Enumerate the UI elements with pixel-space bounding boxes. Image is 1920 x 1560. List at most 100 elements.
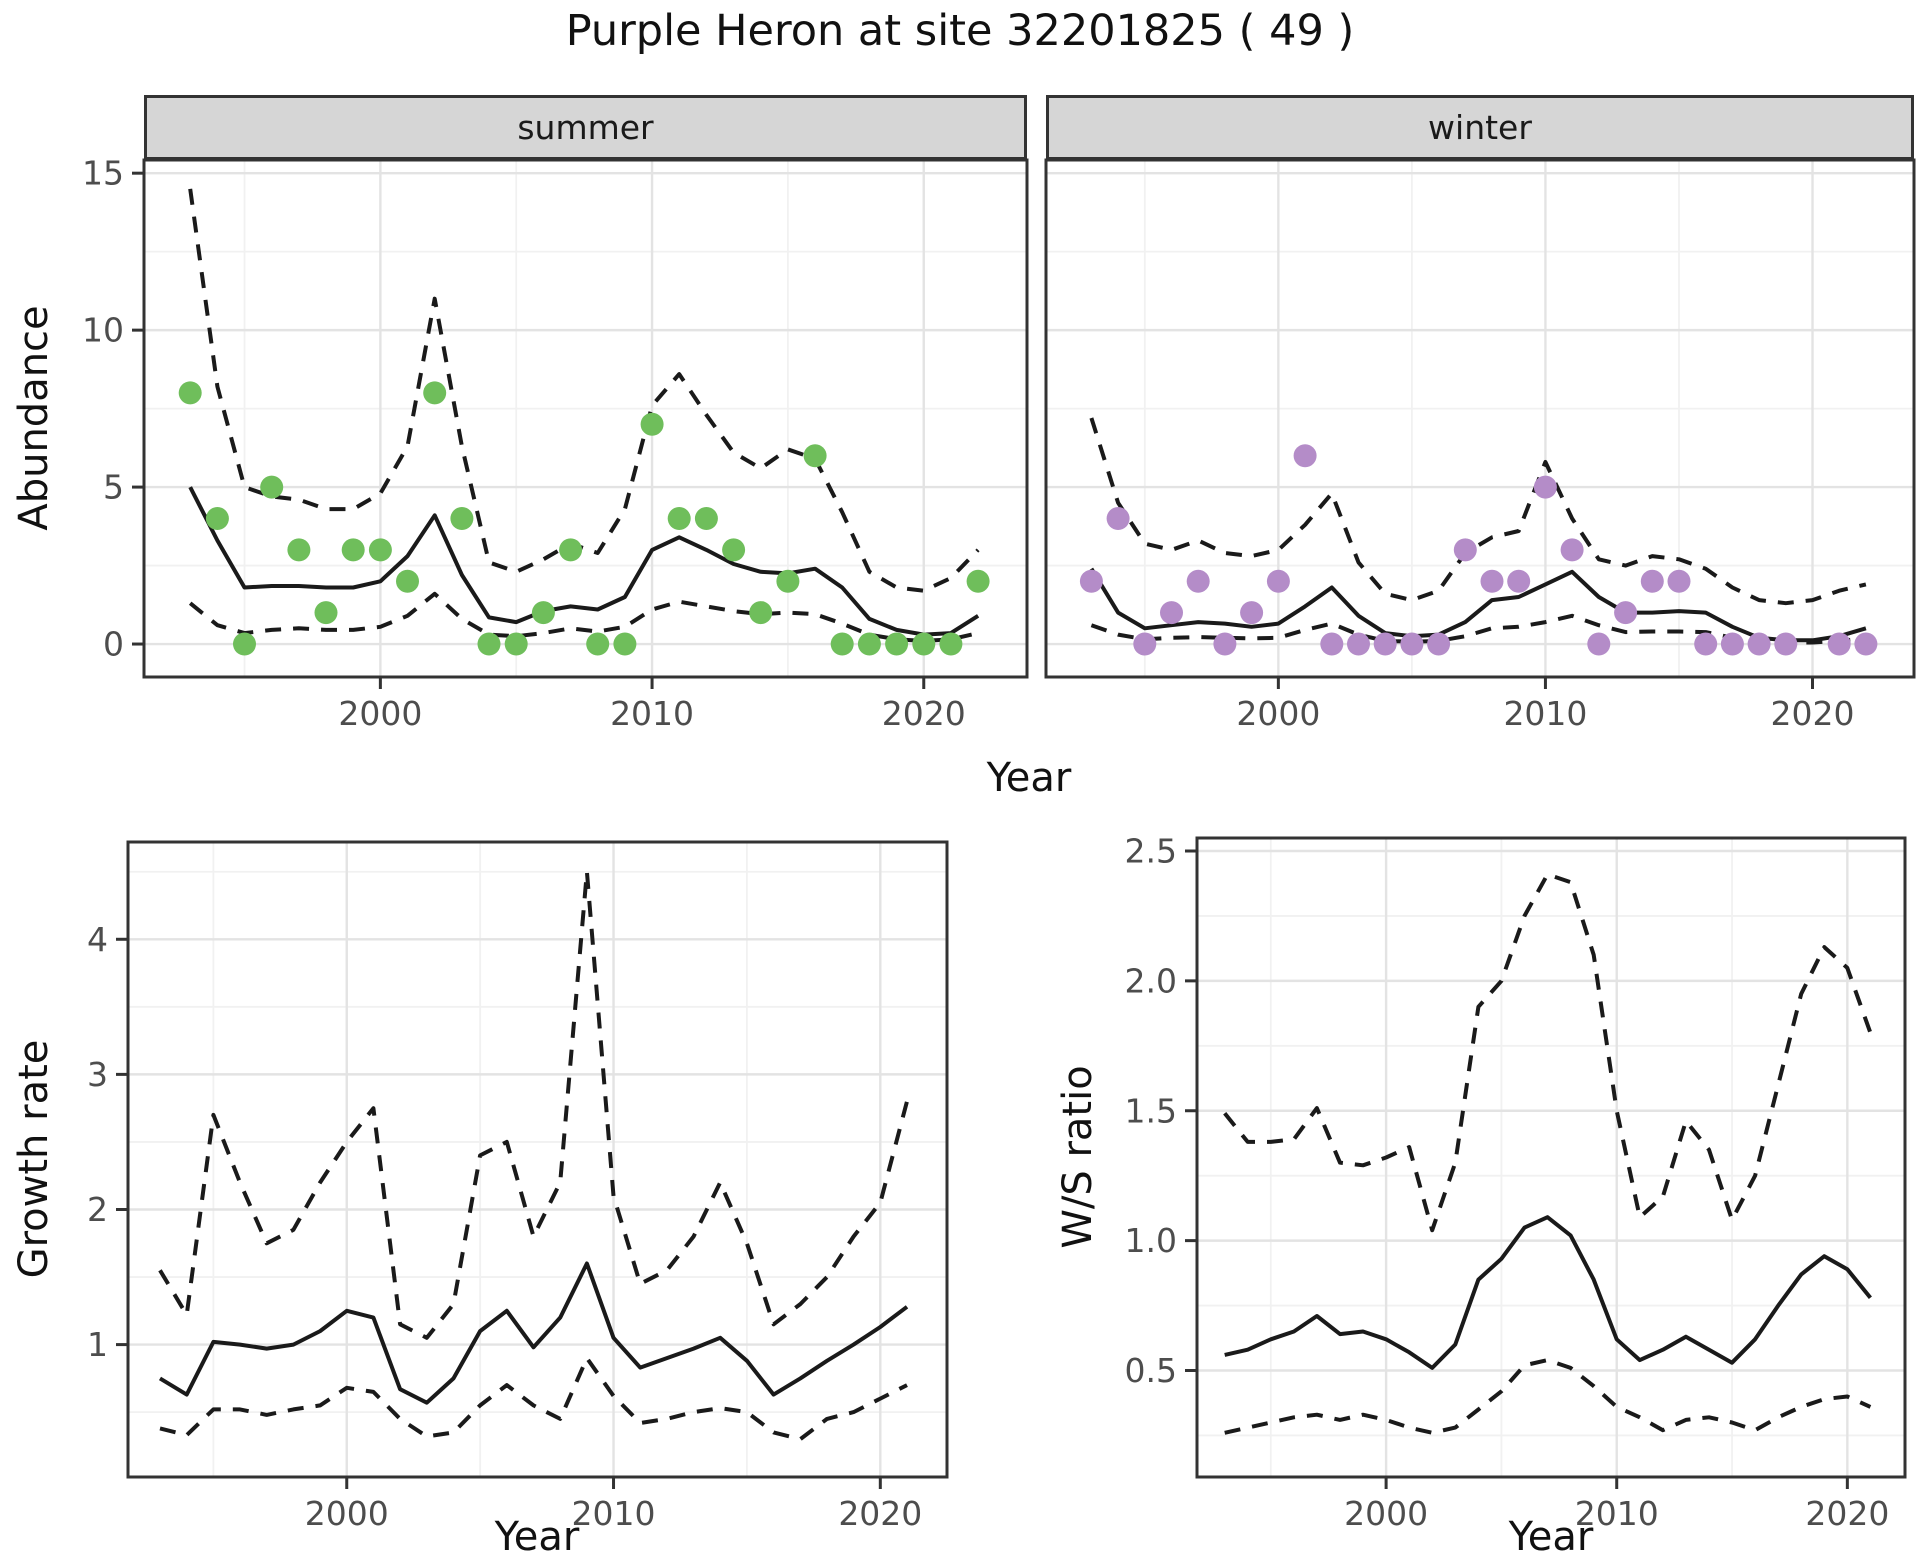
y-tick-label: 3 bbox=[87, 1055, 108, 1094]
data-point bbox=[1133, 632, 1157, 656]
data-point bbox=[260, 475, 284, 499]
x-tick-label: 2010 bbox=[572, 1494, 656, 1533]
y-tick-label: 4 bbox=[87, 920, 108, 959]
data-point bbox=[1453, 538, 1477, 562]
y-tick-label: 0 bbox=[103, 625, 124, 664]
panel-background bbox=[1197, 838, 1905, 1477]
x-tick-label: 2000 bbox=[338, 694, 422, 733]
data-point bbox=[368, 538, 392, 562]
data-point bbox=[1507, 569, 1531, 593]
x-tick-label: 2010 bbox=[1575, 1494, 1659, 1533]
observation-points bbox=[178, 381, 990, 656]
figure-title: Purple Heron at site 32201825 ( 49 ) bbox=[565, 6, 1355, 56]
data-point bbox=[966, 569, 990, 593]
facet-strip-winter: winter bbox=[1046, 95, 1914, 160]
lower-ci-line bbox=[159, 1356, 908, 1442]
data-point bbox=[504, 632, 528, 656]
data-point bbox=[1320, 632, 1344, 656]
data-point bbox=[450, 507, 474, 530]
y-tick-label: 2.0 bbox=[1125, 961, 1177, 1000]
data-point bbox=[1213, 632, 1237, 656]
data-point bbox=[613, 632, 637, 656]
upper-ci-line bbox=[1089, 417, 1867, 606]
data-point bbox=[205, 507, 229, 530]
y-tick-label: 2.5 bbox=[1125, 832, 1177, 871]
panel-border bbox=[1044, 158, 1916, 679]
data-point bbox=[423, 381, 447, 405]
upper-ci-line bbox=[188, 188, 980, 593]
panel-background bbox=[1046, 160, 1914, 677]
data-point bbox=[559, 538, 583, 562]
x-tick-label: 2000 bbox=[305, 1494, 389, 1533]
data-point bbox=[1240, 601, 1264, 625]
growth-rate-x-axis-title: Year bbox=[494, 1514, 580, 1560]
abundance-y-axis-title: Abundance bbox=[11, 305, 57, 531]
data-point bbox=[1160, 601, 1183, 625]
data-point bbox=[1560, 538, 1584, 562]
data-point bbox=[1427, 632, 1451, 656]
data-point bbox=[1774, 632, 1798, 656]
fit-line bbox=[158, 1261, 909, 1405]
panel-background bbox=[144, 160, 1027, 677]
panel-border bbox=[126, 840, 949, 1479]
panel-border bbox=[142, 158, 1029, 679]
data-point bbox=[1694, 632, 1718, 656]
y-tick-label: 1.0 bbox=[1125, 1221, 1177, 1260]
panel-border bbox=[1195, 836, 1907, 1479]
data-point bbox=[1614, 601, 1638, 625]
ws-ratio-x-axis-title: Year bbox=[1508, 1514, 1594, 1560]
data-point bbox=[694, 507, 718, 530]
data-point bbox=[912, 632, 936, 656]
data-point bbox=[1373, 632, 1397, 656]
y-tick-label: 1 bbox=[87, 1325, 108, 1364]
panel-growth-rate: 2000 2010 2020 1 2 3 4 bbox=[87, 840, 949, 1533]
x-tick-label: 2020 bbox=[1771, 694, 1855, 733]
facet-strip-summer-label: summer bbox=[517, 108, 654, 147]
data-point bbox=[1640, 569, 1664, 593]
fit-line bbox=[1089, 567, 1867, 643]
data-point bbox=[314, 601, 338, 625]
data-point bbox=[1079, 569, 1103, 593]
data-point bbox=[1400, 632, 1424, 656]
data-point bbox=[1480, 569, 1504, 593]
fit-line bbox=[1224, 1215, 1872, 1370]
observation-points bbox=[1079, 444, 1878, 656]
y-tick-label: 0.5 bbox=[1125, 1351, 1177, 1390]
data-point bbox=[1587, 632, 1611, 656]
data-point bbox=[341, 538, 365, 562]
data-point bbox=[1667, 569, 1691, 593]
fit-line bbox=[188, 486, 980, 637]
y-tick-label: 10 bbox=[82, 311, 124, 350]
data-point bbox=[178, 381, 202, 405]
x-tick-label: 2010 bbox=[1503, 694, 1587, 733]
y-tick-label: 2 bbox=[87, 1190, 108, 1229]
data-point bbox=[776, 569, 800, 593]
data-point bbox=[1854, 632, 1878, 656]
panel-background bbox=[128, 842, 947, 1477]
panel-abundance-summer: 2000 2010 2020 0 5 10 15 bbox=[82, 154, 1029, 733]
y-tick-label: 5 bbox=[103, 468, 124, 507]
abundance-x-axis-title: Year bbox=[986, 755, 1072, 801]
data-point bbox=[233, 632, 256, 656]
data-point bbox=[667, 507, 691, 530]
x-tick-label: 2020 bbox=[882, 694, 966, 733]
data-point bbox=[287, 538, 311, 562]
data-point bbox=[885, 632, 909, 656]
data-point bbox=[1747, 632, 1771, 656]
lower-ci-line bbox=[1224, 1358, 1872, 1435]
data-point bbox=[1827, 632, 1851, 656]
y-tick-label: 15 bbox=[82, 154, 124, 193]
data-point bbox=[939, 632, 963, 656]
data-point bbox=[531, 601, 555, 625]
x-tick-label: 2020 bbox=[838, 1494, 922, 1533]
data-point bbox=[1106, 507, 1130, 530]
data-point bbox=[1720, 632, 1744, 656]
facet-strip-summer: summer bbox=[144, 95, 1027, 160]
data-point bbox=[1293, 444, 1317, 468]
data-point bbox=[396, 569, 419, 593]
x-tick-label: 2000 bbox=[1236, 694, 1320, 733]
panel-abundance-winter: 2000 2010 2020 bbox=[1044, 158, 1916, 733]
data-point bbox=[722, 538, 746, 562]
data-point bbox=[1266, 569, 1290, 593]
